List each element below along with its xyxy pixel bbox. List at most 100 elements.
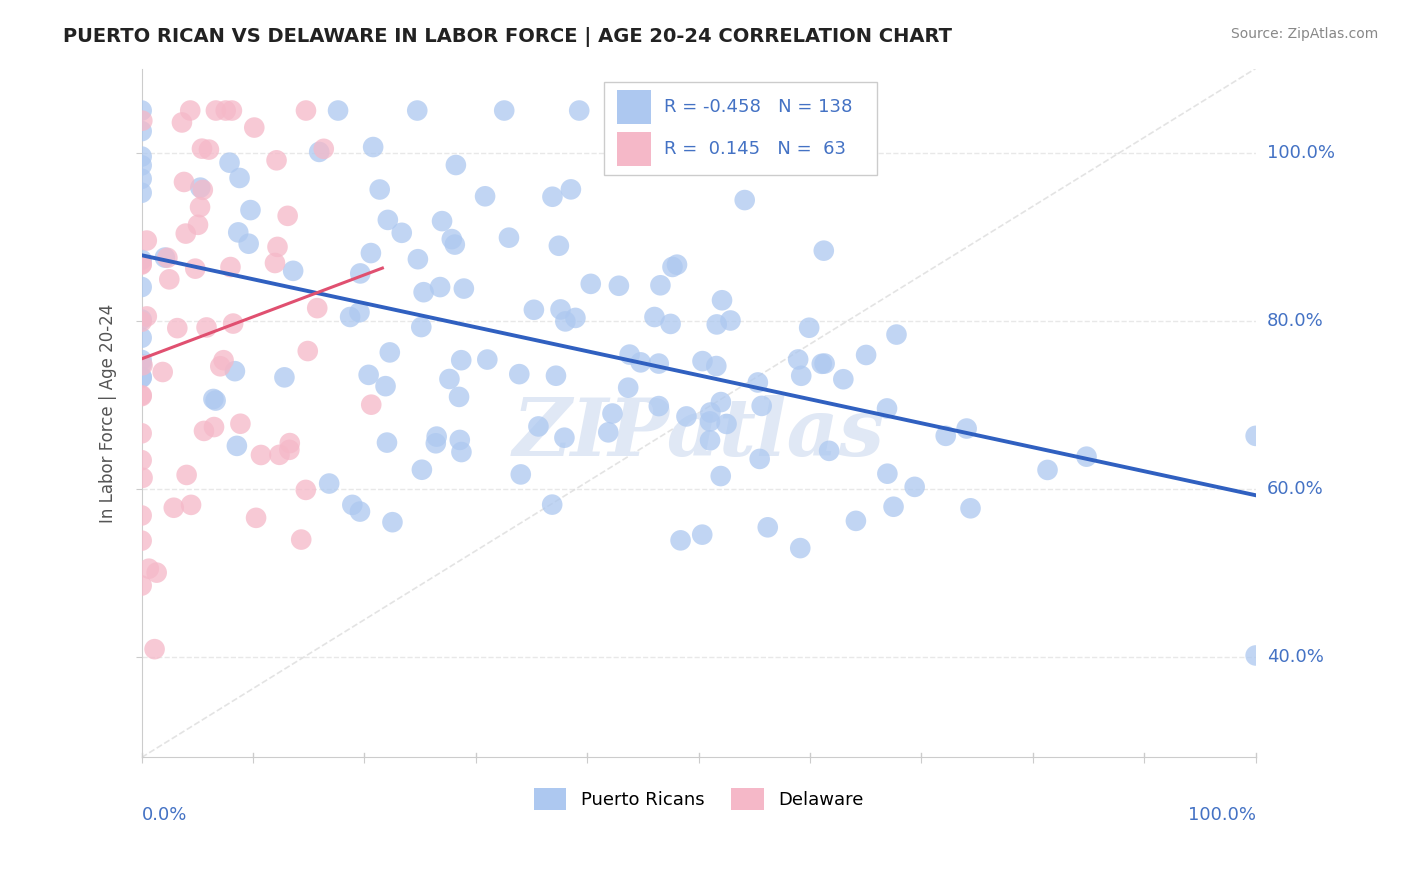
Point: [179, 103, 201, 118]
Point: [218, 155, 240, 169]
Point: [630, 355, 652, 369]
Point: [661, 260, 683, 274]
Point: [250, 448, 273, 462]
Point: [547, 239, 569, 253]
Point: [818, 443, 841, 458]
Point: [215, 103, 238, 118]
Point: [131, 280, 153, 294]
Point: [699, 434, 721, 448]
Point: [131, 388, 153, 402]
Point: [498, 230, 520, 244]
Point: [449, 433, 471, 447]
Point: [202, 420, 225, 434]
Point: [307, 301, 329, 315]
Point: [157, 272, 180, 286]
Point: [278, 442, 301, 457]
Point: [1036, 463, 1059, 477]
Point: [131, 252, 153, 267]
Point: [225, 439, 247, 453]
Point: [131, 186, 153, 200]
Point: [222, 317, 245, 331]
Point: [411, 320, 433, 334]
Point: [377, 213, 399, 227]
Point: [544, 368, 567, 383]
Point: [170, 115, 193, 129]
Point: [855, 348, 877, 362]
Y-axis label: In Labor Force | Age 20-24: In Labor Force | Age 20-24: [100, 303, 117, 523]
Point: [787, 352, 810, 367]
Point: [266, 240, 288, 254]
Point: [453, 282, 475, 296]
Point: [756, 520, 779, 534]
Point: [224, 364, 246, 378]
Point: [278, 436, 301, 450]
Point: [426, 429, 449, 443]
Point: [439, 372, 461, 386]
Point: [375, 435, 398, 450]
Point: [406, 252, 429, 267]
Point: [202, 392, 225, 406]
Point: [180, 498, 202, 512]
Text: R =  0.145   N =  63: R = 0.145 N = 63: [664, 140, 846, 158]
Point: [339, 310, 361, 324]
Point: [184, 261, 207, 276]
Point: [166, 321, 188, 335]
Point: [666, 258, 689, 272]
Point: [131, 315, 153, 329]
Point: [229, 417, 252, 431]
Point: [550, 302, 572, 317]
Point: [813, 357, 835, 371]
Point: [904, 480, 927, 494]
Point: [221, 103, 243, 118]
Point: [131, 331, 153, 345]
Point: [131, 158, 153, 172]
Point: [602, 407, 624, 421]
Legend: Puerto Ricans, Delaware: Puerto Ricans, Delaware: [526, 780, 870, 817]
Point: [710, 395, 733, 409]
Point: [598, 425, 620, 440]
Point: [378, 345, 401, 359]
Point: [131, 258, 153, 272]
Point: [131, 359, 153, 373]
Point: [131, 370, 153, 384]
Point: [204, 393, 226, 408]
Point: [748, 451, 770, 466]
Point: [131, 257, 153, 271]
Point: [174, 227, 197, 241]
Point: [138, 562, 160, 576]
Point: [751, 399, 773, 413]
Point: [131, 471, 153, 485]
Point: [607, 278, 630, 293]
Point: [541, 190, 564, 204]
Text: ZIPatlas: ZIPatlas: [513, 395, 884, 473]
Point: [219, 260, 242, 274]
Point: [956, 421, 979, 435]
Point: [411, 463, 433, 477]
Point: [883, 500, 905, 514]
Point: [699, 405, 721, 419]
Point: [198, 143, 221, 157]
Point: [813, 244, 835, 258]
Point: [131, 353, 153, 368]
Point: [799, 320, 821, 334]
Point: [508, 367, 530, 381]
Point: [711, 293, 734, 308]
Point: [295, 103, 318, 118]
Point: [135, 310, 157, 324]
Point: [710, 469, 733, 483]
Point: [509, 467, 531, 482]
Point: [669, 533, 692, 548]
Point: [935, 429, 957, 443]
Point: [131, 508, 153, 523]
Point: [440, 232, 463, 246]
Point: [153, 251, 176, 265]
Text: 100.0%: 100.0%: [1267, 144, 1334, 161]
Point: [617, 381, 640, 395]
Point: [281, 264, 304, 278]
Point: [245, 511, 267, 525]
Point: [876, 467, 898, 481]
Point: [349, 305, 371, 319]
Text: 60.0%: 60.0%: [1267, 480, 1323, 498]
Point: [342, 498, 364, 512]
Point: [412, 285, 434, 300]
